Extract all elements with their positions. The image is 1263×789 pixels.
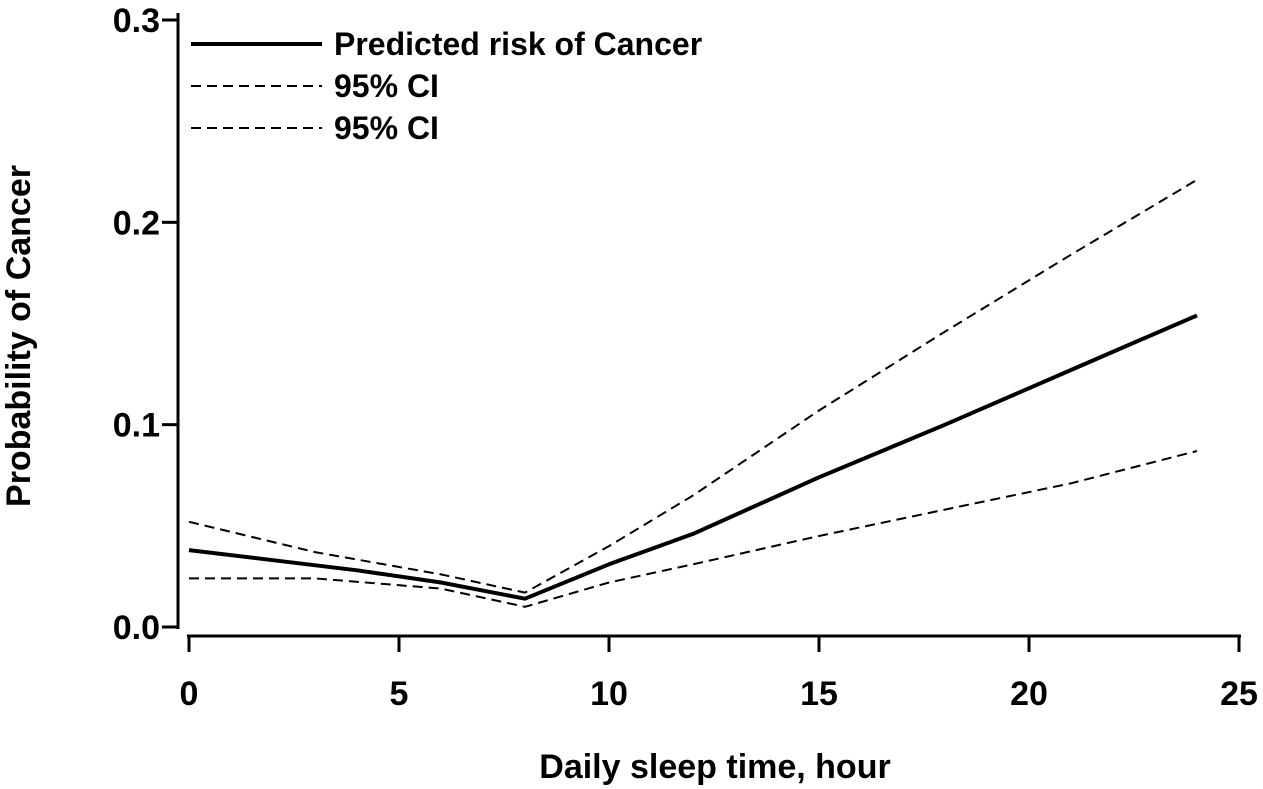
- x-tick-label: 0: [180, 675, 199, 713]
- y-tick-label: 0.0: [113, 609, 160, 647]
- y-tick-label: 0.1: [113, 407, 160, 445]
- series-line-95ci-lower: [189, 450, 1198, 608]
- series-line-95ci-upper: [188, 178, 1198, 594]
- x-axis-title: Daily sleep time, hour: [539, 748, 890, 786]
- series-group: [188, 178, 1198, 608]
- x-tick-label: 20: [1010, 675, 1048, 713]
- x-tick-label: 25: [1220, 675, 1258, 713]
- x-tick-label: 10: [590, 675, 628, 713]
- x-tick-label: 5: [390, 675, 409, 713]
- axes: [176, 13, 1241, 638]
- x-ticks: 0 5 10 15 20 25: [180, 636, 1258, 713]
- legend-label: 95% CI: [334, 68, 439, 104]
- y-axis-title: Probability of Cancer: [0, 165, 38, 507]
- y-ticks: 0.0 0.1 0.2 0.3: [113, 2, 178, 647]
- x-tick-label: 15: [800, 675, 838, 713]
- y-tick-label: 0.3: [113, 2, 160, 40]
- y-tick-label: 0.2: [113, 204, 160, 242]
- legend: Predicted risk of Cancer 95% CI 95% CI: [191, 26, 702, 146]
- series-line-predicted-risk: [188, 313, 1198, 601]
- legend-label: 95% CI: [334, 110, 439, 146]
- legend-label: Predicted risk of Cancer: [334, 26, 702, 62]
